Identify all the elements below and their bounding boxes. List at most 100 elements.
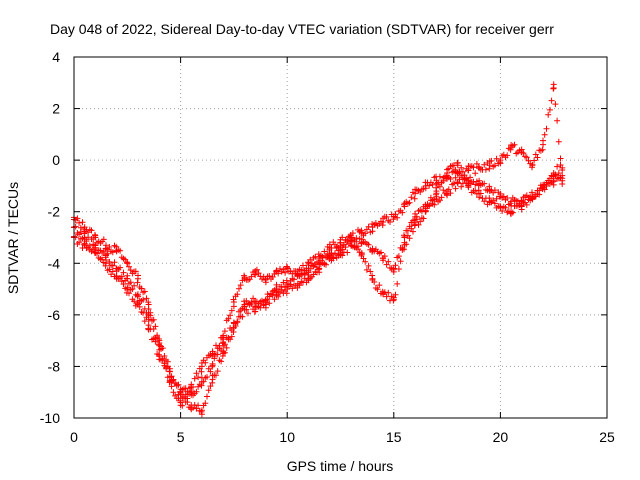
y-tick-label: 0 [52, 152, 60, 168]
data-point [380, 291, 387, 298]
data-point [358, 249, 365, 256]
x-tick-label: 10 [279, 429, 295, 445]
data-point [518, 198, 525, 205]
data-point [252, 298, 259, 305]
x-tick-label: 15 [386, 429, 402, 445]
data-point [145, 301, 152, 308]
plot-area-frame [73, 56, 608, 419]
data-point [326, 255, 333, 262]
data-point [358, 239, 365, 246]
y-tick-label: -8 [48, 358, 61, 374]
data-point [177, 399, 184, 406]
data-point [102, 252, 109, 259]
y-tick-label: -6 [48, 307, 61, 323]
data-point [540, 182, 547, 189]
data-point [369, 275, 376, 282]
data-point [241, 306, 248, 313]
y-tick-label: 4 [52, 49, 60, 65]
x-tick-label: 20 [493, 429, 509, 445]
data-point [209, 360, 216, 367]
data-point [401, 239, 408, 246]
data-point [422, 182, 429, 189]
data-point [102, 242, 109, 249]
series-trace-a [71, 81, 566, 396]
grid-lines [74, 57, 607, 418]
x-tick-label: 5 [177, 429, 185, 445]
data-point [81, 224, 88, 231]
data-point [486, 188, 493, 195]
data-point [92, 234, 99, 241]
data-point [284, 265, 291, 272]
data-point [188, 402, 195, 409]
x-tick-label: 25 [599, 429, 615, 445]
data-point [145, 322, 152, 329]
data-point [358, 229, 365, 236]
data-point [145, 311, 152, 318]
y-tick-label: 2 [52, 101, 60, 117]
data-point [465, 182, 472, 189]
data-point [220, 332, 227, 339]
data-point [156, 353, 163, 360]
data-point [422, 208, 429, 215]
data-point [508, 198, 515, 205]
data-point [508, 208, 515, 215]
data-point [518, 149, 525, 156]
data-point [252, 268, 259, 275]
data-point [262, 275, 269, 282]
data-point [540, 141, 547, 148]
data-point [337, 244, 344, 251]
data-point [134, 301, 141, 308]
data-point [476, 164, 483, 171]
data-point [348, 242, 355, 249]
data-point [348, 237, 355, 244]
data-point [550, 170, 557, 177]
data-point [497, 193, 504, 200]
data-point [401, 234, 408, 241]
data-point [316, 265, 323, 272]
data-point [380, 219, 387, 226]
data-point [134, 291, 141, 298]
data-point [273, 291, 280, 298]
y-tick-label: -2 [48, 204, 61, 220]
y-tick-label: -4 [48, 255, 61, 271]
data-point [198, 378, 205, 385]
y-axis-label: SDTVAR / TECUs [5, 182, 21, 294]
data-point [209, 350, 216, 357]
data-point [294, 280, 301, 287]
data-point [273, 268, 280, 275]
data-point [188, 391, 195, 398]
data-point [486, 198, 493, 205]
data-point [465, 167, 472, 174]
data-point [486, 162, 493, 169]
data-point [326, 244, 333, 251]
data-point [124, 286, 131, 293]
data-point [262, 296, 269, 303]
data-point [529, 162, 536, 169]
data-point [476, 190, 483, 197]
data-point [124, 260, 131, 267]
data-point [454, 162, 461, 169]
data-point [305, 275, 312, 282]
data-point [81, 234, 88, 241]
data-point [550, 84, 557, 91]
data-point [412, 221, 419, 228]
data-point [134, 275, 141, 282]
data-point [305, 260, 312, 267]
data-point [412, 190, 419, 197]
data-point [369, 247, 376, 254]
data-point [401, 203, 408, 210]
data-point [220, 350, 227, 357]
data-point [177, 391, 184, 398]
series-trace-c [71, 159, 566, 418]
data-point [390, 296, 397, 303]
x-tick-label: 0 [70, 429, 78, 445]
series-group [71, 81, 566, 418]
axis-ticks: 0 5 10 15 20 25 -10 -8 -6 -4 -2 0 2 4 [40, 49, 615, 445]
data-point [380, 255, 387, 262]
data-point [113, 265, 120, 272]
chart-title: Day 048 of 2022, Sidereal Day-to-day VTE… [50, 21, 554, 37]
data-point [508, 144, 515, 151]
data-point [230, 298, 237, 305]
data-point [209, 376, 216, 383]
